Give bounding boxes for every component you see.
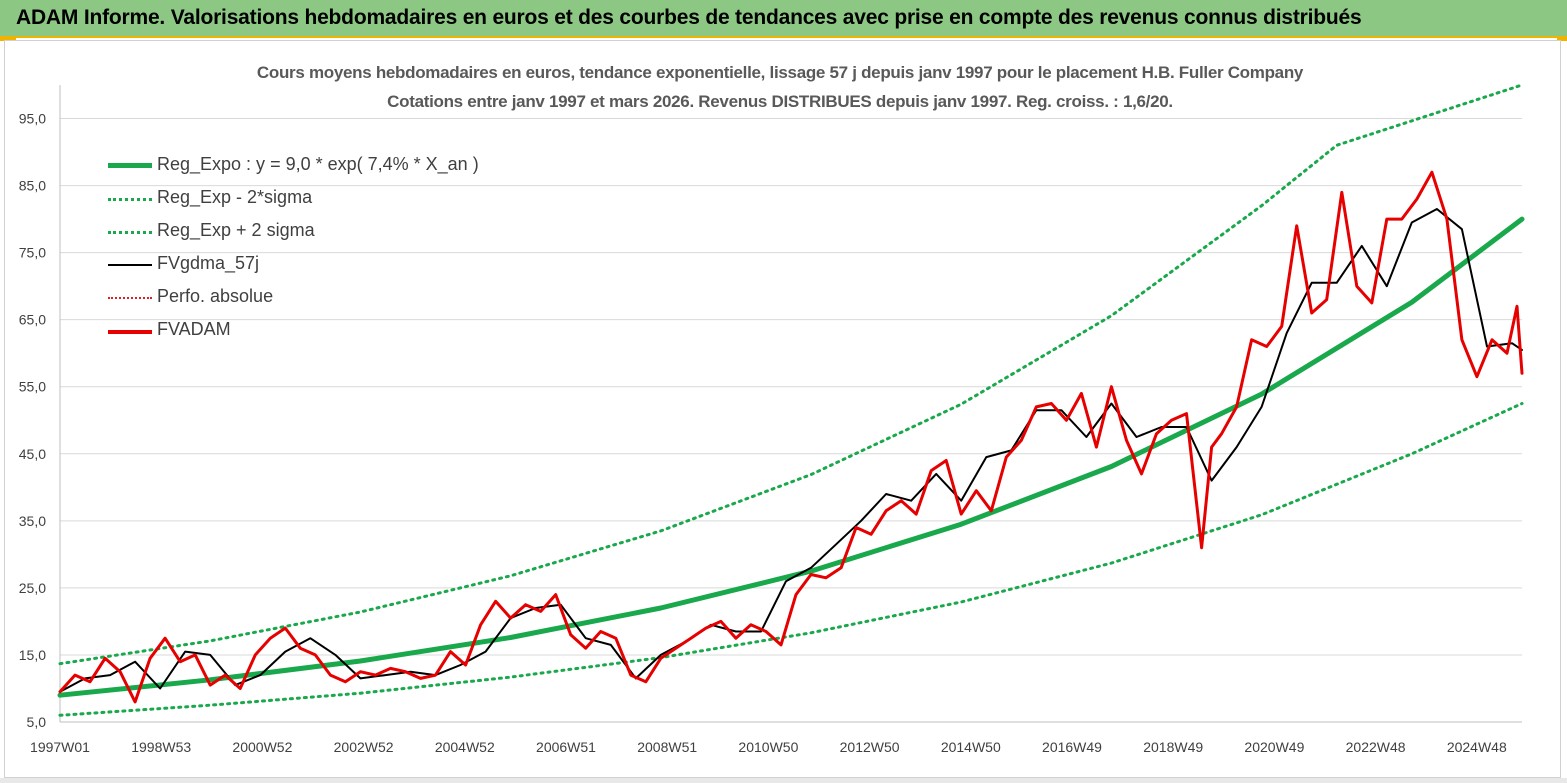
legend-swatch-reg-exp-minus [108,198,152,201]
y-tick-label: 85,0 [19,178,46,194]
legend-swatch-fvadam [108,330,152,334]
legend-label: Reg_Exp + 2 sigma [157,220,315,240]
y-tick-label: 5,0 [27,714,47,730]
x-tick-label: 2022W48 [1346,739,1406,755]
y-tick-label: 35,0 [19,513,46,529]
y-tick-label: 95,0 [19,111,46,127]
x-tick-label: 2008W51 [637,739,697,755]
series-line-0 [57,216,1525,698]
x-tick-label: 2020W49 [1244,739,1304,755]
legend-swatch-reg-expo [108,163,152,168]
chart-subtitle: Cotations entre janv 1997 et mars 2026. … [387,92,1173,111]
x-tick-label: 2014W50 [941,739,1001,755]
legend-label: FVADAM [157,319,231,339]
legend-label: Perfo. absolue [157,286,274,306]
series-line-3 [59,208,1523,693]
y-tick-label: 55,0 [19,379,46,395]
legend-label: Reg_Expo : y = 9,0 * exp( 7,4% * X_an ) [157,154,479,174]
x-tick-label: 2010W50 [738,739,798,755]
x-tick-label: 1997W01 [30,739,90,755]
x-tick-label: 2012W50 [840,739,900,755]
x-tick-label: 2000W52 [232,739,292,755]
x-tick-label: 2016W49 [1042,739,1102,755]
series-line-2 [58,83,1524,666]
y-tick-label: 45,0 [19,446,46,462]
x-tick-label: 2006W51 [536,739,596,755]
y-tick-label: 25,0 [19,580,46,596]
bottom-border [0,778,1567,783]
legend-swatch-reg-exp-plus [108,231,152,234]
x-tick-label: 2024W48 [1447,739,1507,755]
x-tick-label: 2004W52 [435,739,495,755]
y-tick-label: 65,0 [19,312,46,328]
x-tick-label: 2018W49 [1143,739,1203,755]
legend-swatch-perfo [108,297,152,299]
legend-swatch-fvgdma [108,264,152,266]
series-line-5 [58,170,1524,704]
legend-label: Reg_Exp - 2*sigma [157,187,313,207]
report-banner: ADAM Informe. Valorisations hebdomadaire… [0,0,1567,38]
series-line-1 [58,402,1524,717]
x-tick-label: 2002W52 [334,739,394,755]
chart-title: Cours moyens hebdomadaires en euros, ten… [256,63,1304,82]
banner-accent-left [0,38,16,41]
x-tick-label: 1998W53 [131,739,191,755]
y-tick-label: 75,0 [19,245,46,261]
report-title: ADAM Informe. Valorisations hebdomadaire… [16,6,1362,29]
banner-accent-right [1557,38,1567,41]
y-tick-label: 15,0 [19,647,46,663]
legend-label: FVgdma_57j [157,253,260,273]
